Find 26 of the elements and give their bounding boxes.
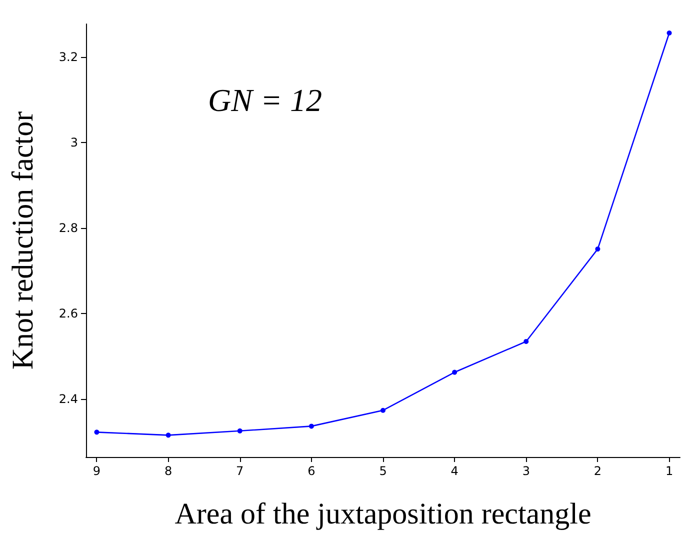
x-tick-label: 3	[522, 464, 530, 478]
point	[666, 30, 672, 36]
point	[308, 424, 314, 429]
point	[237, 428, 242, 434]
x-tick-label: 1	[665, 464, 674, 478]
y-tick-label: 2.6	[58, 306, 78, 321]
y-axis-title: Knot reduction factor	[6, 111, 40, 370]
y-tick-label: 2.4	[58, 392, 78, 406]
x-tick-label: 6	[308, 464, 316, 478]
point	[452, 370, 458, 375]
point	[380, 408, 386, 413]
y-tick-label: 3	[70, 136, 78, 150]
x-tick-label: 2	[594, 464, 602, 478]
point	[94, 430, 100, 435]
x-axis-title: Area of the juxtaposition rectangle	[174, 498, 592, 530]
y-tick-label: 3.2	[58, 50, 78, 64]
annotation: GN = 12	[208, 82, 322, 118]
x-tick-label: 7	[236, 464, 244, 478]
x-tick-label: 4	[450, 464, 458, 478]
y-tick-label: 2.8	[58, 221, 78, 236]
point	[524, 338, 529, 344]
point	[166, 432, 171, 438]
x-tick-label: 8	[164, 464, 172, 478]
x-tick-label: 5	[379, 464, 387, 478]
point	[595, 246, 600, 252]
x-tick-label: 9	[92, 464, 101, 478]
